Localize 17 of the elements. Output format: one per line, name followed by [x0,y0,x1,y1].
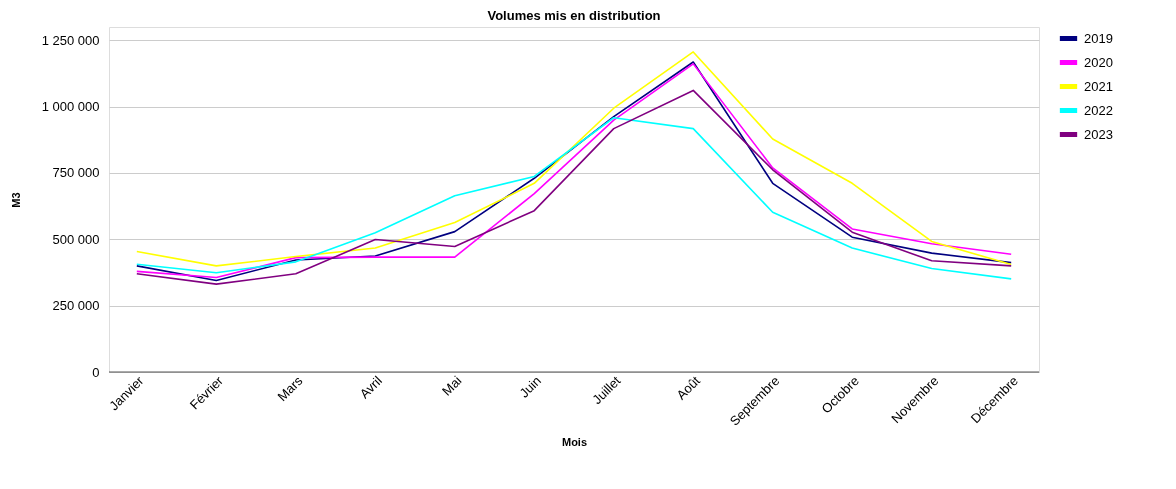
legend-label: 2021 [1084,78,1113,94]
y-tick-label: 250 000 [52,298,100,314]
chart-title: Volumes mis en distribution [487,8,661,23]
y-tick-label: 500 000 [52,231,100,247]
y-tick-label: 750 000 [52,165,100,181]
legend-label: 2023 [1084,126,1113,142]
line-series [136,116,1012,280]
x-axis-title: Mois [561,435,588,448]
legend-label: 2019 [1084,30,1113,46]
x-tick-label: Mai [439,373,465,399]
legend-label: 2022 [1084,102,1113,118]
x-tick-label: Juin [516,373,544,401]
legend-label: 2020 [1084,54,1113,70]
y-tick-label: 0 [92,364,100,380]
y-axis-title: M3 [9,192,22,208]
y-tick-label: 1 250 000 [41,32,100,48]
y-tick-label: 1 000 000 [41,99,100,115]
